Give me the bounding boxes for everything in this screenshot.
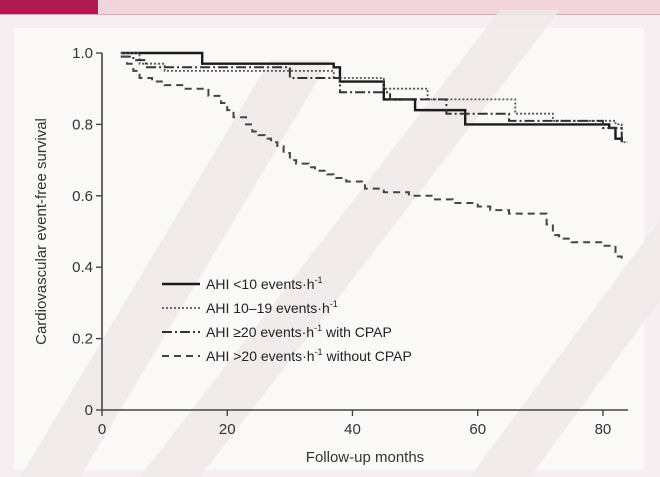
x-tick-label: 0 xyxy=(98,421,106,438)
legend-label: AHI >20 events·h-1 without CPAP xyxy=(206,347,412,364)
legend-label-superscript: -1 xyxy=(315,275,323,285)
legend-label-suffix: without CPAP xyxy=(323,348,412,364)
x-tick-label: 80 xyxy=(595,421,612,438)
legend-label-superscript: -1 xyxy=(314,323,322,333)
y-tick-label: 1.0 xyxy=(72,45,93,62)
legend-label-superscript: -1 xyxy=(330,299,338,309)
legend-label-text: AHI ≥20 events·h xyxy=(206,324,314,340)
series-lines xyxy=(120,51,628,264)
y-tick-label: 0 xyxy=(85,402,93,419)
y-axis-title: Cardiovascular event-free survival xyxy=(33,118,50,345)
x-tick-label: 40 xyxy=(344,421,361,438)
header-accent-block xyxy=(0,0,98,14)
series-line-2 xyxy=(120,52,628,144)
legend-label-text: AHI <10 events·h xyxy=(206,276,315,292)
tick-marks: 0 20 40 60 80 0 0.2 0.4 0.6 0.8 1.0 xyxy=(72,45,611,438)
x-axis-title: Follow-up months xyxy=(306,449,424,466)
y-tick-label: 0.4 xyxy=(72,259,93,276)
y-tick-label: 0.2 xyxy=(72,331,93,348)
legend-label-text: AHI >20 events·h xyxy=(206,348,315,364)
legend-label-suffix: with CPAP xyxy=(322,324,392,340)
legend-label-text: AHI 10–19 events·h xyxy=(206,300,330,316)
x-tick-label: 60 xyxy=(469,421,486,438)
y-tick-label: 0.8 xyxy=(72,116,93,133)
series-line-4 xyxy=(120,55,623,264)
series-line-3 xyxy=(120,55,623,143)
legend-label-superscript: -1 xyxy=(315,347,323,357)
axes xyxy=(101,53,628,411)
legend-label: AHI <10 events·h-1 xyxy=(206,275,323,292)
y-tick-label: 0.6 xyxy=(72,188,93,205)
x-tick-label: 20 xyxy=(219,421,236,438)
legend-label: AHI ≥20 events·h-1 with CPAP xyxy=(206,323,392,340)
legend-label: AHI 10–19 events·h-1 xyxy=(206,299,338,316)
